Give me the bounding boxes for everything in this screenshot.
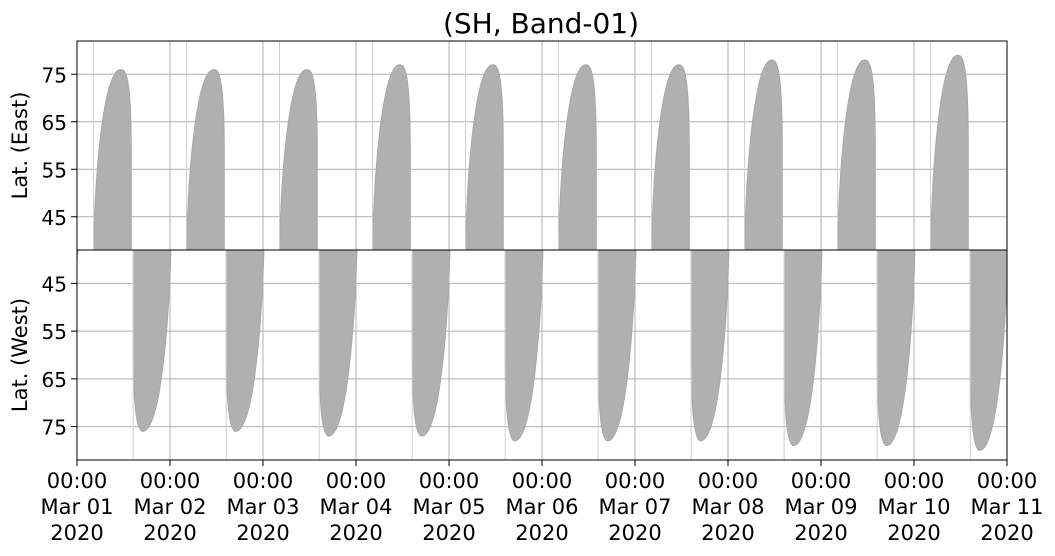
y-tick-label: 45 bbox=[42, 206, 67, 230]
x-tick-label: 2020 bbox=[329, 521, 382, 545]
coverage-band bbox=[557, 64, 597, 250]
x-tick-label: Mar 05 bbox=[412, 495, 485, 519]
y-tick-label: 75 bbox=[42, 63, 67, 87]
x-tick-label: 2020 bbox=[236, 521, 289, 545]
x-tick-label: 2020 bbox=[701, 521, 754, 545]
y-tick-label: 55 bbox=[42, 158, 67, 182]
x-tick-label: 00:00 bbox=[326, 469, 387, 493]
y-tick-label: 75 bbox=[42, 416, 67, 440]
x-tick-label: 00:00 bbox=[47, 469, 108, 493]
y-tick-label: 45 bbox=[42, 272, 67, 296]
x-tick-label: Mar 03 bbox=[226, 495, 299, 519]
x-tick-label: 00:00 bbox=[233, 469, 294, 493]
x-tick-label: Mar 06 bbox=[505, 495, 578, 519]
coverage-band bbox=[132, 250, 172, 432]
x-tick-label: Mar 08 bbox=[691, 495, 764, 519]
coverage-band bbox=[464, 64, 504, 250]
y-tick-label: 65 bbox=[42, 111, 67, 135]
x-tick-label: Mar 10 bbox=[877, 495, 950, 519]
x-tick-label: 2020 bbox=[143, 521, 196, 545]
x-tick-label: 00:00 bbox=[884, 469, 945, 493]
coverage-band bbox=[969, 250, 1007, 451]
coverage-band bbox=[743, 59, 783, 250]
x-tick-label: Mar 01 bbox=[40, 495, 113, 519]
x-tick-label: 2020 bbox=[980, 521, 1033, 545]
panel-east: 45 55 65 75 Lat. (East) bbox=[8, 40, 1008, 251]
coverage-band bbox=[929, 54, 969, 250]
coverage-band bbox=[650, 64, 690, 250]
x-tick-label: Mar 07 bbox=[598, 495, 671, 519]
y-axis-label: Lat. (East) bbox=[8, 92, 32, 200]
coverage-band bbox=[783, 250, 823, 447]
x-tick-label: 2020 bbox=[794, 521, 847, 545]
x-tick-label: 00:00 bbox=[140, 469, 201, 493]
x-tick-label: 2020 bbox=[515, 521, 568, 545]
y-tick-label: 55 bbox=[42, 320, 67, 344]
panel-west: 45 55 65 75 Lat. (West) bbox=[8, 249, 1008, 461]
x-tick-label: 2020 bbox=[608, 521, 661, 545]
coverage-band bbox=[92, 68, 132, 250]
x-tick-label: 00:00 bbox=[977, 469, 1038, 493]
x-tick-label: 00:00 bbox=[512, 469, 573, 493]
coverage-band bbox=[225, 250, 265, 432]
x-tick-label: 2020 bbox=[422, 521, 475, 545]
x-tick-label: Mar 11 bbox=[970, 495, 1043, 519]
coverage-band bbox=[876, 250, 916, 447]
coverage-band bbox=[318, 250, 358, 437]
coverage-band bbox=[597, 250, 637, 442]
x-tick-label: 2020 bbox=[50, 521, 103, 545]
chart-title: (SH, Band-01) bbox=[443, 7, 639, 40]
coverage-band bbox=[185, 68, 225, 250]
coverage-band bbox=[411, 250, 451, 437]
coverage-band bbox=[836, 59, 876, 250]
x-tick-label: 00:00 bbox=[605, 469, 666, 493]
coverage-band bbox=[371, 64, 411, 250]
x-tick-label: 00:00 bbox=[419, 469, 480, 493]
coverage-band bbox=[504, 250, 544, 442]
x-tick-label: 00:00 bbox=[698, 469, 759, 493]
y-axis-label: Lat. (West) bbox=[8, 298, 32, 412]
y-tick-label: 65 bbox=[42, 368, 67, 392]
x-tick-label: Mar 02 bbox=[133, 495, 206, 519]
coverage-band bbox=[278, 68, 318, 250]
x-tick-label: Mar 04 bbox=[319, 495, 392, 519]
coverage-band bbox=[690, 250, 730, 442]
x-tick-label: 2020 bbox=[887, 521, 940, 545]
x-tick-label: 00:00 bbox=[791, 469, 852, 493]
x-tick-label: Mar 09 bbox=[784, 495, 857, 519]
